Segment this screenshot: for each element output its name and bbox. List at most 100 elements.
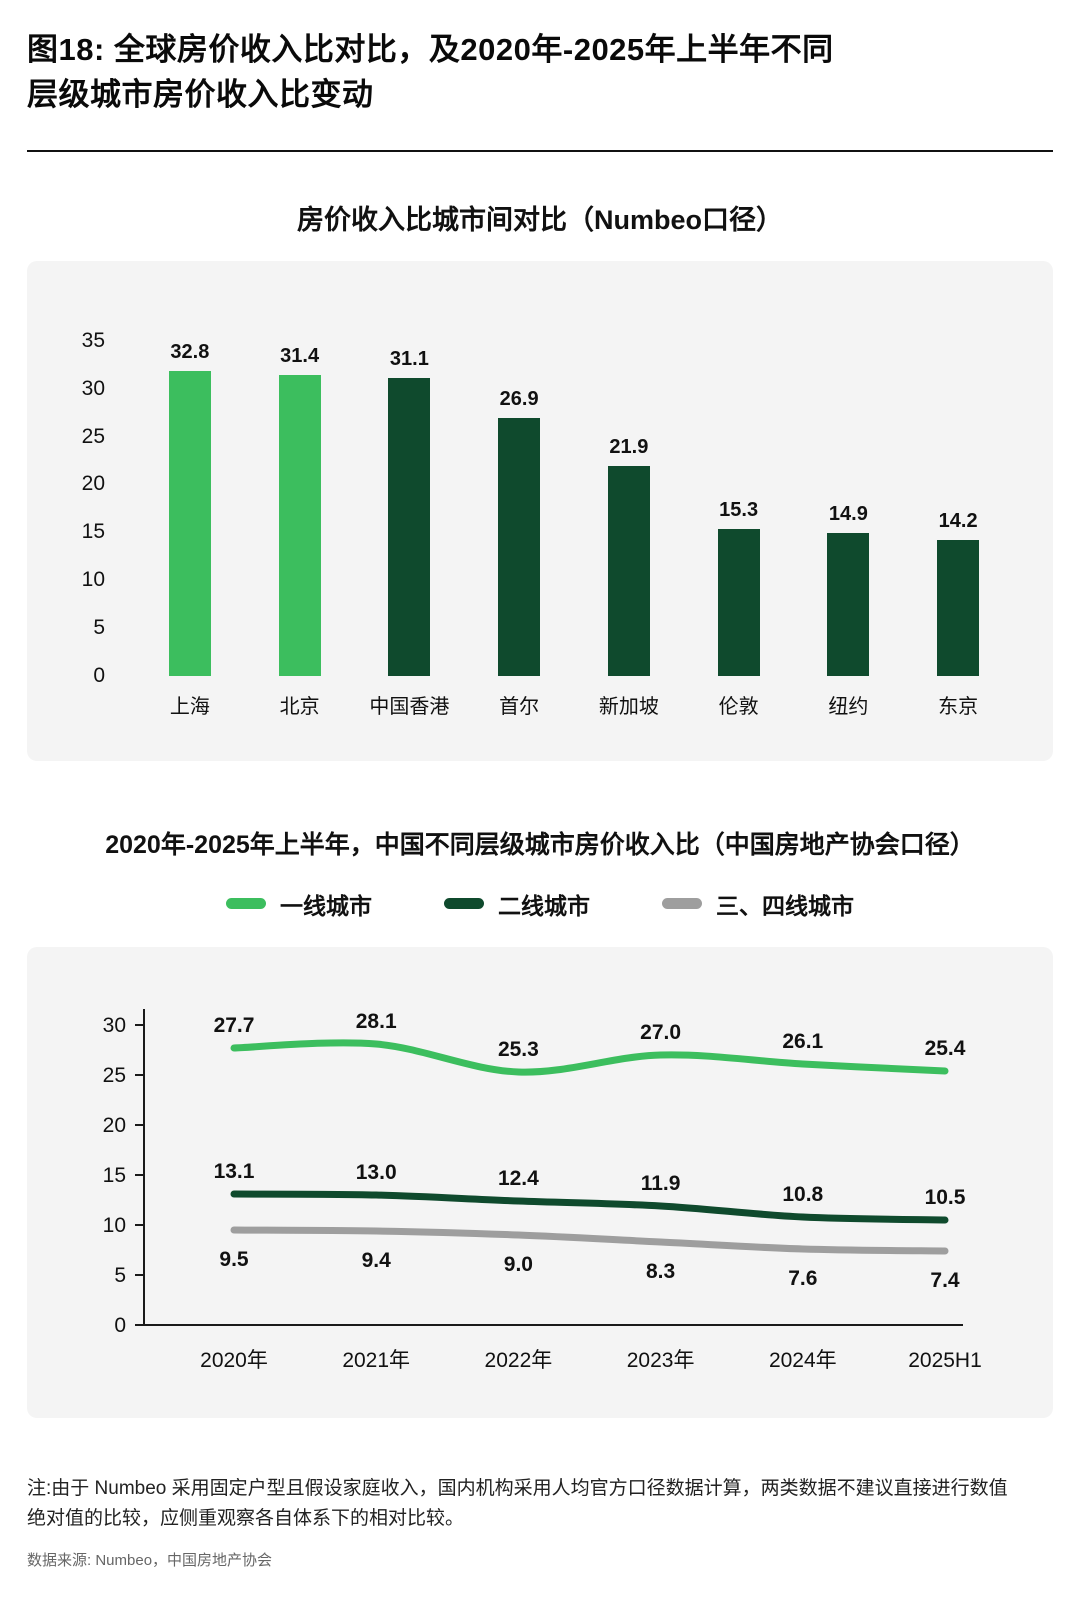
point-value-label: 13.0: [356, 1161, 397, 1184]
bar-chart: 0 5 10 15 20 25 30 35 32.8 31.4 31.1 26.9 21.9 15.3 1…: [71, 329, 1013, 719]
line-x-tick-label: 2024年: [769, 1349, 837, 1372]
bar-value-label: 31.4: [280, 345, 320, 368]
point-value-label: 26.1: [782, 1030, 823, 1053]
bar-chart-plot-area: 32.8 31.4 31.1 26.9 21.9 15.3 14.9 14.2 上海 北京 中国香…: [135, 341, 1013, 719]
bar-column: 15.3: [684, 341, 794, 676]
bar-category-label: 上海: [169, 695, 210, 718]
point-value-label: 13.1: [214, 1160, 255, 1183]
legend-swatch: [662, 898, 702, 910]
point-value-label: 9.0: [504, 1253, 533, 1276]
line-series-1: [230, 1190, 949, 1224]
bar-value-label: 15.3: [719, 499, 759, 522]
point-value-label: 7.6: [788, 1267, 817, 1290]
point-value-label: 11.9: [641, 1172, 681, 1195]
title-divider: [27, 149, 1053, 152]
point-value-label: 10.8: [782, 1183, 823, 1206]
bar-y-tick-label: 0: [93, 663, 105, 687]
bar-category-label: 新加坡: [598, 695, 659, 718]
line-x-tick-label: 2020年: [200, 1349, 268, 1372]
bar: [827, 533, 870, 676]
legend-item: 一线城市: [226, 887, 372, 921]
legend-swatch: [226, 898, 266, 910]
legend-label: 一线城市: [280, 892, 372, 919]
bar: [168, 370, 211, 676]
line-y-tick-label: 25: [103, 1064, 126, 1087]
bar-y-tick-label: 30: [81, 376, 105, 400]
bar-y-tick-label: 25: [81, 424, 105, 448]
bar-y-tick-label: 15: [81, 520, 105, 544]
bar-column: 21.9: [574, 341, 684, 676]
bar: [388, 378, 431, 676]
line-chart: 0 5 10 15 20 25 30 2020年 2021年 2022年 2023年 2024年 202…: [103, 1008, 982, 1372]
bar-value-label: 14.2: [938, 509, 978, 532]
bar-column: 26.9: [464, 341, 574, 676]
bar-category-label: 纽约: [828, 695, 869, 718]
point-value-label: 12.4: [498, 1167, 539, 1190]
figure-title-line1: 图18: 全球房价收入比对比，及2020年-2025年上半年不同: [27, 32, 834, 67]
bar-chart-category-axis: 上海 北京 中国香港 首尔 新加坡 伦敦 纽约 东京: [135, 690, 1013, 719]
bar-column: 14.9: [794, 341, 904, 676]
line-chart-panel: 0 5 10 15 20 25 30 2020年 2021年 2022年 2023年 2024年 202…: [27, 946, 1053, 1418]
bar-category-label: 北京: [279, 695, 320, 718]
line-x-tick-label: 2023年: [627, 1349, 695, 1372]
bar-value-label: 32.8: [170, 340, 210, 363]
footnote: 注:由于 Numbeo 采用固定户型且假设家庭收入，国内机构采用人均官方口径数据…: [27, 1474, 1053, 1535]
line-series-0: [230, 1039, 949, 1076]
bar-category-label: 伦敦: [718, 695, 759, 718]
point-value-label: 10.5: [925, 1186, 966, 1209]
bar: [498, 418, 541, 676]
line-x-tick-label: 2022年: [485, 1349, 553, 1372]
bar-chart-panel: 0 5 10 15 20 25 30 35 32.8 31.4 31.1 26.9 21.9 15.3 1…: [27, 260, 1053, 761]
point-value-label: 27.7: [214, 1014, 255, 1037]
line-x-tick-label: 2021年: [342, 1349, 410, 1372]
legend-label: 三、四线城市: [716, 892, 854, 919]
bar-chart-y-axis: 0 5 10 15 20 25 30 35: [71, 329, 117, 687]
line-y-tick-label: 15: [103, 1164, 126, 1187]
bar-column: 14.2: [903, 341, 1013, 676]
point-value-label: 9.4: [362, 1249, 392, 1272]
bar: [607, 466, 650, 676]
line-y-tick-label: 5: [114, 1264, 126, 1287]
footnote-line1: 注:由于 Numbeo 采用固定户型且假设家庭收入，国内机构采用人均官方口径数据…: [27, 1477, 1008, 1499]
bar-chart-bars: 32.8 31.4 31.1 26.9 21.9 15.3 14.9 14.2: [135, 341, 1013, 676]
bar: [717, 529, 760, 676]
bar-value-label: 26.9: [499, 388, 539, 411]
legend-swatch: [444, 898, 484, 910]
point-value-label: 7.4: [930, 1269, 960, 1292]
legend-item: 二线城市: [444, 887, 590, 921]
bar-y-tick-label: 20: [81, 472, 105, 496]
legend-label: 二线城市: [498, 892, 590, 919]
line-y-tick-label: 30: [103, 1014, 126, 1037]
line-y-tick-label: 0: [114, 1314, 126, 1337]
bar-y-tick-label: 35: [81, 328, 105, 352]
legend-item: 三、四线城市: [662, 887, 854, 921]
line-series-2: [230, 1226, 949, 1255]
bar-category-label: 中国香港: [369, 695, 450, 718]
bar-y-tick-label: 5: [93, 616, 105, 640]
point-value-label: 27.0: [640, 1021, 681, 1044]
point-value-label: 25.4: [925, 1037, 966, 1060]
point-value-label: 8.3: [646, 1260, 675, 1283]
bar-column: 31.4: [245, 341, 355, 676]
bar-category-label: 首尔: [499, 695, 540, 718]
line-y-tick-label: 20: [103, 1114, 126, 1137]
line-chart-legend: 一线城市 二线城市 三、四线城市: [27, 887, 1053, 921]
footnote-line2: 绝对值的比较，应侧重观察各自体系下的相对比较。: [27, 1508, 465, 1530]
bar-value-label: 31.1: [389, 348, 429, 371]
figure-title-line2: 层级城市房价收入比变动: [27, 76, 374, 112]
line-chart-title: 2020年-2025年上半年，中国不同层级城市房价收入比（中国房地产协会口径）: [105, 830, 975, 859]
point-value-label: 28.1: [356, 1010, 397, 1033]
bar-category-label: 东京: [938, 695, 979, 718]
bar-column: 31.1: [355, 341, 465, 676]
bar-value-label: 21.9: [609, 436, 649, 459]
bar: [937, 539, 980, 676]
point-value-label: 25.3: [498, 1038, 539, 1061]
point-value-label: 9.5: [219, 1248, 249, 1271]
bar: [278, 375, 321, 676]
line-y-tick-label: 10: [103, 1214, 126, 1237]
data-source: 数据来源: Numbeo，中国房地产协会: [27, 1551, 273, 1569]
bar-value-label: 14.9: [828, 503, 868, 526]
bar-y-tick-label: 10: [81, 568, 105, 592]
bar-chart-title: 房价收入比城市间对比（Numbeo口径）: [297, 204, 783, 235]
